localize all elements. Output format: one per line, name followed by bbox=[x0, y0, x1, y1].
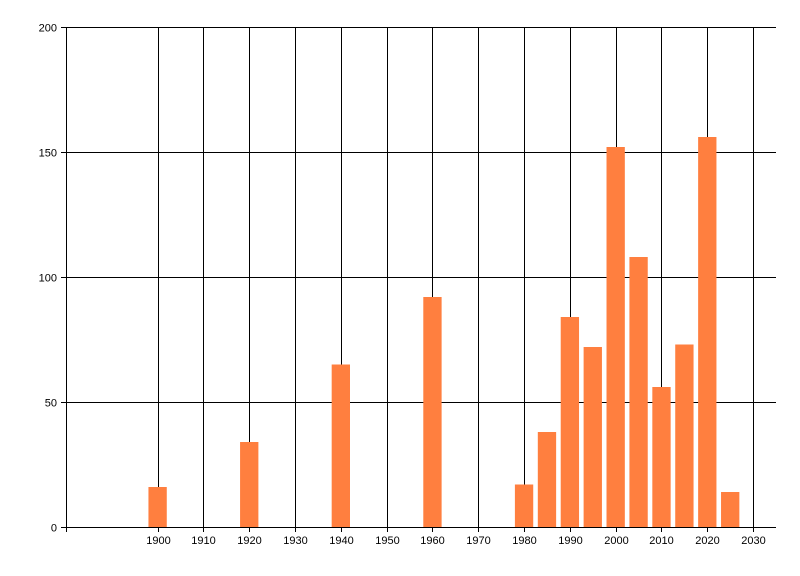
bar bbox=[514, 484, 534, 527]
bar bbox=[331, 364, 350, 527]
x-tick-label: 1980 bbox=[512, 535, 536, 547]
axes bbox=[61, 27, 776, 532]
y-tick-label: 50 bbox=[45, 398, 57, 410]
x-tick-label: 2010 bbox=[649, 535, 673, 547]
x-tick-label: 2020 bbox=[695, 535, 719, 547]
bar bbox=[652, 387, 671, 527]
x-tick-label: 1940 bbox=[329, 535, 353, 547]
y-tick-label: 100 bbox=[39, 273, 57, 285]
bar bbox=[240, 442, 259, 527]
x-tick-label: 2030 bbox=[741, 535, 765, 547]
bar bbox=[721, 492, 740, 527]
bar bbox=[698, 137, 717, 527]
x-tick-label: 1990 bbox=[558, 535, 582, 547]
x-tick-label: 1950 bbox=[375, 535, 399, 547]
bar bbox=[675, 344, 694, 527]
bar bbox=[423, 297, 442, 527]
x-tick-label: 1970 bbox=[466, 535, 490, 547]
bars bbox=[148, 137, 740, 527]
x-tick-label: 1960 bbox=[420, 535, 444, 547]
y-tick-label: 0 bbox=[51, 523, 57, 535]
bar bbox=[629, 257, 648, 527]
bar bbox=[560, 317, 580, 527]
x-tick-label: 1910 bbox=[191, 535, 215, 547]
y-tick-label: 150 bbox=[39, 148, 57, 160]
x-tick-label: 2000 bbox=[604, 535, 628, 547]
bar bbox=[148, 487, 167, 527]
x-tick-label: 1930 bbox=[283, 535, 307, 547]
y-tick-label: 200 bbox=[39, 23, 57, 35]
bar bbox=[583, 347, 602, 527]
tick-labels: 1900 1910 1920 1930 1940 1950 1960 1970 1980 1990… bbox=[39, 23, 766, 548]
bar bbox=[537, 432, 557, 527]
bar bbox=[606, 147, 625, 527]
x-tick-label: 1920 bbox=[237, 535, 261, 547]
x-tick-label: 1900 bbox=[146, 535, 170, 547]
